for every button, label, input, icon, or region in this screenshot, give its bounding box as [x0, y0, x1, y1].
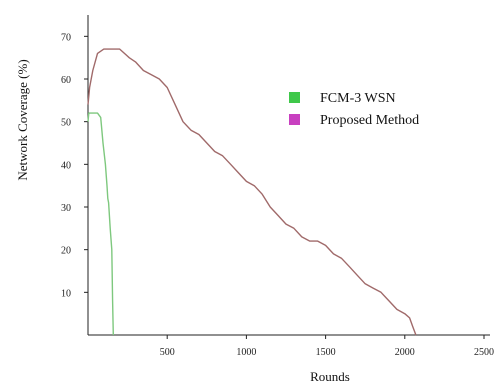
y-tick-label: 30	[61, 203, 71, 214]
x-axis-ticks: 500 1000 1500 2000 2500	[160, 335, 494, 358]
x-tick-label: 2000	[395, 347, 415, 358]
y-tick-label: 60	[61, 75, 71, 86]
legend: FCM-3 WSN Proposed Method	[289, 91, 419, 128]
legend-swatch-fcm3-wsn	[289, 92, 300, 103]
y-tick-label: 50	[61, 118, 71, 129]
y-tick-label: 40	[61, 160, 71, 171]
legend-label-fcm3-wsn: FCM-3 WSN	[320, 91, 396, 106]
y-tick-label: 10	[61, 288, 71, 299]
series-line-fcm-3-wsn	[87, 112, 114, 336]
series-lines	[87, 48, 417, 336]
x-tick-label: 1000	[236, 347, 256, 358]
x-axis-title: Rounds	[310, 369, 350, 384]
y-axis-ticks: 10 20 30 40 50 60 70	[61, 32, 88, 299]
series-line-proposed-method	[87, 48, 417, 336]
y-tick-label: 20	[61, 246, 71, 257]
y-tick-label: 70	[61, 32, 71, 43]
x-tick-label: 500	[160, 347, 175, 358]
x-tick-label: 2500	[474, 347, 494, 358]
x-tick-label: 1500	[316, 347, 336, 358]
legend-swatch-proposed-method	[289, 114, 300, 125]
legend-label-proposed-method: Proposed Method	[320, 113, 419, 128]
y-axis-title: Network Coverage (%)	[15, 59, 30, 180]
